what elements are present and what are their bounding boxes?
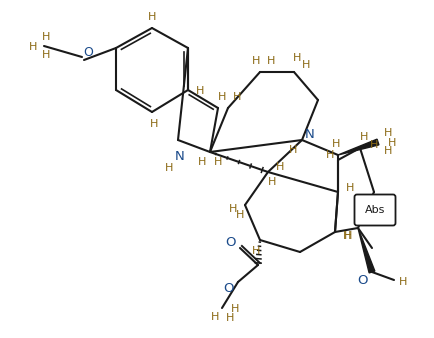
Text: Abs: Abs (365, 205, 385, 215)
Text: H: H (218, 92, 226, 102)
Text: H: H (231, 304, 239, 314)
Text: H: H (293, 53, 301, 63)
Text: H: H (326, 150, 334, 160)
Text: O: O (83, 46, 93, 58)
Text: H: H (226, 313, 234, 323)
Text: H: H (384, 128, 392, 138)
Text: H: H (252, 56, 260, 66)
Text: H: H (150, 119, 158, 129)
Polygon shape (338, 139, 379, 155)
Text: H: H (343, 231, 351, 241)
Text: H: H (233, 92, 241, 102)
Text: H: H (165, 163, 173, 173)
Text: H: H (302, 60, 310, 70)
Text: H: H (252, 246, 260, 256)
Text: H: H (29, 42, 37, 52)
Text: H: H (384, 146, 392, 156)
Text: O: O (358, 273, 368, 287)
Text: H: H (399, 277, 407, 287)
Text: H: H (344, 231, 352, 241)
Text: H: H (370, 140, 378, 150)
Text: H: H (148, 12, 156, 22)
Text: H: H (42, 32, 50, 42)
Text: H: H (360, 132, 368, 142)
Text: H: H (236, 210, 244, 220)
Text: H: H (267, 56, 275, 66)
Text: H: H (388, 138, 396, 148)
Text: H: H (211, 312, 219, 322)
Polygon shape (358, 228, 375, 273)
Text: N: N (175, 150, 185, 164)
Text: O: O (224, 282, 234, 294)
Text: N: N (305, 128, 315, 142)
Text: H: H (196, 86, 204, 96)
Text: H: H (268, 177, 276, 187)
Text: H: H (214, 157, 222, 167)
FancyBboxPatch shape (355, 194, 395, 225)
Text: H: H (229, 204, 237, 214)
Text: H: H (332, 139, 340, 149)
Text: H: H (198, 157, 206, 167)
Text: H: H (289, 145, 297, 155)
Text: H: H (42, 50, 50, 60)
Text: H: H (276, 162, 284, 172)
Text: H: H (346, 183, 354, 193)
Text: O: O (226, 237, 236, 249)
